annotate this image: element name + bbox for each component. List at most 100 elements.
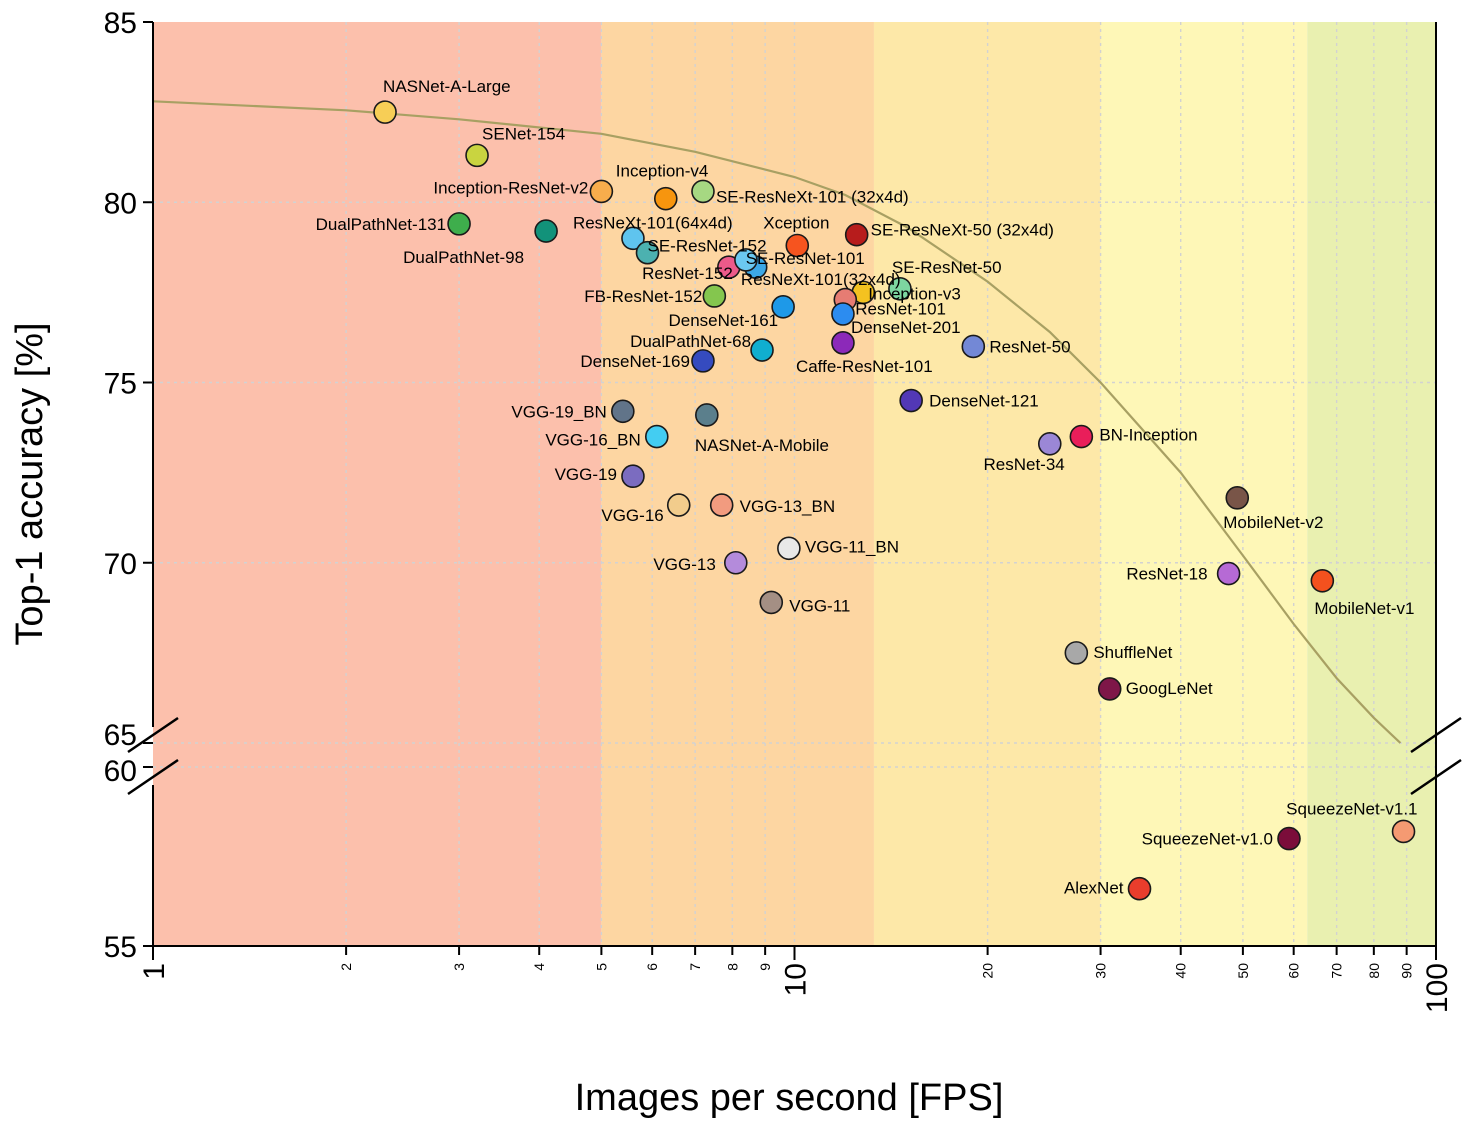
point-densenet-161 (771, 294, 795, 319)
point-bn-inception (1069, 424, 1094, 449)
point-labels: NASNet-A-Large SENet-154 Inception-ResNet-… (316, 77, 1418, 898)
point-dualpathnet-98 (534, 219, 558, 243)
label-dualpathnet-131: DualPathNet-131 (316, 215, 446, 234)
label-vgg-11-bn: VGG-11_BN (805, 537, 899, 556)
point-caffe-resnet-101 (831, 331, 855, 355)
x-tick-label: 30 (1093, 963, 1109, 979)
point-shufflenet (1064, 641, 1089, 665)
point-vgg-13 (723, 550, 748, 575)
label-nasnet-a-mobile: NASNet-A-Mobile (695, 436, 829, 455)
point-vgg-16-bn (644, 424, 669, 449)
x-tick-label: 80 (1366, 963, 1382, 979)
label-vgg-13: VGG-13 (653, 555, 715, 574)
x-tick-label: 9 (757, 963, 773, 971)
x-tick-label: 6 (644, 963, 660, 971)
label-se-resnext-50-32x4d: SE-ResNeXt-50 (32x4d) (871, 221, 1054, 240)
axis-break-mark (127, 716, 179, 754)
label-squeezenet-v1-0: SqueezeNet-v1.0 (1142, 830, 1273, 849)
x-tick-label: 2 (338, 963, 354, 971)
x-tick-label: 60 (1286, 963, 1302, 979)
point-mobilenet-v2 (1225, 486, 1250, 510)
axis-break-mark (1410, 716, 1462, 754)
y-tick-label: 60 (104, 755, 137, 788)
pareto-curve (152, 100, 1402, 744)
label-mobilenet-v1: MobileNet-v1 (1314, 599, 1414, 618)
point-se-resnext-101-32x4d (691, 179, 715, 204)
point-xception (785, 233, 810, 258)
label-resnet-101: ResNet-101 (855, 300, 946, 319)
label-dualpathnet-68: DualPathNet-68 (630, 332, 751, 351)
label-vgg-16-bn: VGG-16_BN (545, 431, 640, 450)
label-nasnet-a-large: NASNet-A-Large (383, 77, 511, 96)
background-band-4 (1100, 22, 1308, 946)
label-resnext-101-64x4d: ResNeXt-101(64x4d) (573, 213, 733, 232)
label-inception-resnet-v2: Inception-ResNet-v2 (433, 178, 588, 197)
point-resnext-101-32x4d (734, 248, 758, 272)
label-resnet-34: ResNet-34 (984, 455, 1065, 474)
point-senet-154 (465, 143, 489, 168)
label-senet-154: SENet-154 (482, 124, 565, 143)
label-densenet-201: DenseNet-201 (851, 318, 961, 337)
y-tick-label: 85 (104, 7, 137, 40)
x-tick-label: 20 (980, 963, 996, 979)
label-se-resnext-101-32x4d: SE-ResNeXt-101 (32x4d) (716, 187, 909, 206)
label-vgg-16: VGG-16 (601, 506, 663, 525)
point-squeezenet-v1-1 (1391, 819, 1416, 844)
x-tick-label: 10 (780, 963, 813, 996)
x-tick-label: 7 (687, 963, 703, 971)
point-se-resnext-50-32x4d (844, 222, 869, 247)
point-nasnet-a-large (373, 100, 397, 124)
x-tick-label: 50 (1235, 963, 1251, 979)
data-points (373, 100, 1416, 901)
label-se-resnet-152: SE-ResNet-152 (648, 237, 767, 256)
point-resnet-18 (1216, 561, 1241, 586)
point-dualpathnet-131 (447, 212, 471, 236)
x-tick-label: 4 (531, 963, 547, 971)
point-vgg-19-bn (611, 399, 635, 424)
label-densenet-121: DenseNet-121 (929, 392, 1039, 411)
label-vgg-19: VGG-19 (555, 465, 617, 484)
point-se-resnet-50 (888, 276, 912, 301)
y-tick-label: 75 (104, 368, 137, 401)
x-tick-label: 40 (1173, 963, 1189, 979)
point-mobilenet-v1 (1310, 568, 1335, 593)
label-inception-v4: Inception-v4 (616, 162, 709, 181)
label-caffe-resnet-101: Caffe-ResNet-101 (796, 357, 933, 376)
point-inception-resnet-v2 (589, 179, 614, 204)
point-densenet-169 (691, 349, 715, 373)
label-vgg-13-bn: VGG-13_BN (740, 497, 835, 516)
axis-break-mark (1410, 758, 1462, 796)
point-vgg-19 (621, 464, 645, 489)
label-vgg-11: VGG-11 (789, 596, 850, 615)
point-resnet-34 (1037, 431, 1062, 456)
point-resnet-50 (961, 334, 986, 359)
point-inception-v4 (653, 186, 678, 211)
x-tick-label: 3 (451, 963, 467, 971)
label-resnet-152: ResNet-152 (642, 264, 733, 283)
y-tick-label: 80 (104, 187, 137, 220)
y-tick-label: 70 (104, 548, 137, 581)
label-dualpathnet-98: DualPathNet-98 (403, 248, 524, 267)
label-googlenet: GoogLeNet (1126, 679, 1213, 698)
point-resnext-101-64x4d (621, 226, 645, 251)
label-vgg-19-bn: VGG-19_BN (511, 402, 606, 421)
y-axis-title: Top-1 accuracy [%] (9, 322, 51, 645)
background-band-2 (601, 22, 874, 946)
point-squeezenet-v1-0 (1277, 826, 1301, 851)
label-se-resnet-50: SE-ResNet-50 (892, 258, 1002, 277)
grid-lines (153, 22, 1436, 946)
label-fb-resnet-152: FB-ResNet-152 (584, 287, 702, 306)
point-densenet-201 (831, 302, 855, 326)
label-inception-v3: Inception-v3 (868, 284, 961, 303)
x-tick-label: 100 (1421, 963, 1454, 1013)
point-vgg-11-bn (777, 536, 801, 561)
x-tick-label: 90 (1399, 963, 1415, 979)
point-densenet-121 (899, 388, 923, 413)
point-vgg-16 (666, 493, 691, 517)
point-nasnet-a-mobile (695, 403, 719, 427)
point-googlenet (1097, 677, 1122, 701)
point-dualpathnet-68 (750, 338, 774, 362)
background-band-1 (153, 22, 602, 946)
